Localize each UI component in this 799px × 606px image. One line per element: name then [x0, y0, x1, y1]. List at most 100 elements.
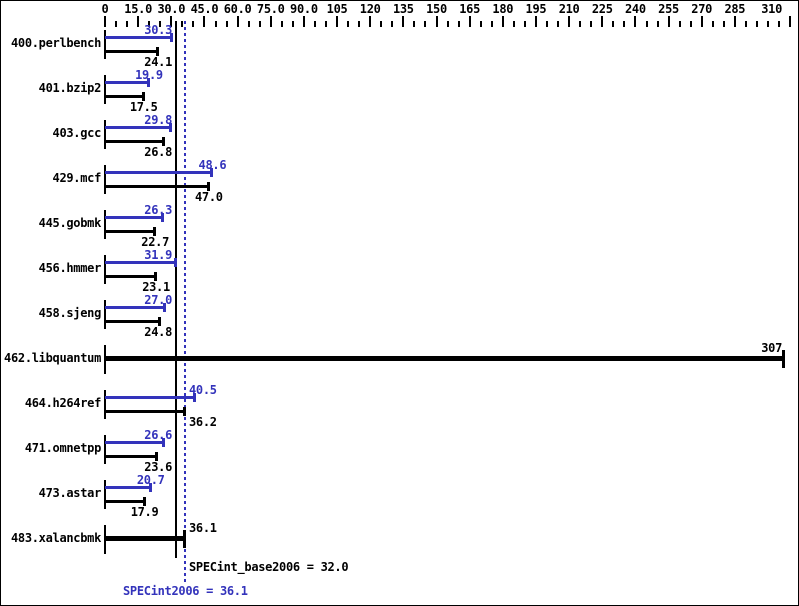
base-value-label: 17.9: [130, 505, 159, 519]
base-value-label: 26.8: [144, 145, 172, 159]
peak-bar: [105, 216, 164, 219]
x-axis-minor-tick: [192, 21, 195, 27]
x-axis-major-tick: [535, 16, 537, 27]
base-value-label: 22.7: [141, 235, 170, 249]
x-axis-minor-tick: [148, 21, 151, 27]
x-axis-minor-tick: [579, 21, 582, 27]
x-axis-tick-label: 150: [426, 2, 447, 16]
specint2006-summary-text: SPECint2006 = 36.1: [123, 584, 248, 598]
result-bar-endcap: [781, 350, 785, 368]
x-axis-minor-tick: [678, 21, 681, 27]
x-axis-minor-tick: [612, 21, 615, 27]
x-axis-tick-label: 105: [326, 2, 348, 16]
x-axis-major-tick: [601, 16, 604, 27]
peak-bar-endcap: [173, 258, 177, 267]
x-axis-minor-tick: [778, 21, 780, 27]
x-axis-tick-label: 225: [591, 2, 613, 16]
x-axis-minor-tick: [490, 21, 493, 27]
base-bar: [105, 185, 209, 188]
x-axis-tick-label: 135: [392, 2, 414, 16]
base-bar-endcap: [154, 272, 158, 281]
benchmark-label: 445.gobmk: [38, 216, 102, 230]
x-axis-minor-tick: [512, 21, 515, 27]
base-bar-endcap: [157, 317, 161, 326]
specint-base2006-summary-text: SPECint_base2006 = 32.0: [189, 560, 349, 574]
x-axis-major-tick: [435, 16, 438, 27]
x-axis-minor-tick: [656, 21, 659, 27]
row-baseline: [104, 255, 106, 284]
x-axis-minor-tick: [380, 21, 383, 27]
x-axis-tick-label: 45.0: [190, 2, 219, 16]
x-axis-minor-tick: [181, 21, 184, 27]
x-axis-minor-tick: [546, 21, 548, 27]
x-axis-major-tick: [733, 16, 736, 27]
peak-bar: [105, 396, 195, 399]
base-value-label: 17.5: [129, 100, 158, 114]
x-axis-major-tick: [170, 16, 173, 27]
x-axis-major-tick: [137, 16, 140, 27]
peak-bar-endcap: [148, 483, 152, 492]
peak-value-label: 26.6: [144, 428, 172, 442]
x-axis-tick-label: 75.0: [256, 2, 285, 16]
result-bar-endcap: [182, 530, 186, 548]
x-axis-minor-tick: [557, 21, 559, 27]
benchmark-label: 473.astar: [38, 486, 102, 500]
peak-bar: [105, 36, 172, 39]
x-axis-major-tick: [402, 16, 405, 27]
x-axis-tick-label: 240: [625, 2, 646, 16]
row-baseline: [104, 75, 106, 104]
x-axis-major-tick: [789, 16, 792, 27]
base-bar: [105, 500, 145, 503]
peak-bar-endcap: [210, 168, 214, 177]
base-bar-endcap: [155, 452, 159, 461]
peak-value-label: 20.7: [136, 473, 165, 487]
x-axis-minor-tick: [258, 21, 261, 27]
benchmark-label: 403.gcc: [52, 126, 102, 140]
peak-bar: [105, 261, 176, 264]
peak-median-line: [183, 21, 186, 584]
benchmark-label: 464.h264ref: [24, 396, 101, 410]
base-bar-endcap: [162, 137, 166, 146]
x-axis-tick-label: 30.0: [157, 2, 186, 16]
peak-value-label: 19.9: [135, 68, 163, 82]
base-bar: [105, 320, 160, 323]
row-baseline: [104, 480, 106, 509]
peak-bar-endcap: [147, 78, 150, 87]
base-bar-endcap: [156, 47, 160, 56]
x-axis-major-tick: [667, 16, 670, 27]
x-axis-minor-tick: [391, 21, 394, 27]
base-median-line: [174, 21, 177, 558]
x-axis-minor-tick: [358, 21, 361, 27]
x-axis-minor-tick: [722, 21, 725, 27]
peak-value-label: 48.6: [198, 158, 227, 172]
x-axis-tick-label: 270: [691, 2, 713, 16]
peak-bar-endcap: [168, 123, 172, 132]
x-axis-major-tick: [700, 16, 703, 27]
row-baseline: [104, 435, 106, 464]
result-value-label: 36.1: [189, 521, 217, 535]
peak-bar: [105, 126, 171, 129]
base-bar: [105, 275, 157, 278]
base-bar: [105, 410, 185, 413]
x-axis-tick-label: 90.0: [290, 2, 318, 16]
base-bar-endcap: [141, 92, 145, 101]
peak-value-label: 26.3: [144, 203, 172, 217]
x-axis-minor-tick: [347, 21, 350, 27]
base-value-label: 47.0: [195, 190, 223, 204]
base-bar-endcap: [206, 182, 210, 191]
peak-bar-endcap: [161, 213, 165, 222]
x-axis-major-tick: [203, 16, 206, 27]
row-baseline: [104, 120, 106, 149]
result-bar: [105, 356, 784, 361]
x-axis-tick-label: 310: [761, 2, 782, 16]
x-axis-minor-tick: [645, 21, 648, 27]
x-axis-tick-label: 15.0: [124, 2, 152, 16]
x-axis-minor-tick: [479, 21, 482, 27]
base-bar: [105, 95, 144, 98]
x-axis-minor-tick: [523, 21, 526, 27]
x-axis-major-tick: [634, 16, 637, 27]
x-axis-tick-label: 120: [359, 2, 381, 16]
x-axis-major-tick: [269, 16, 272, 27]
row-baseline: [104, 30, 106, 59]
peak-value-label: 30.3: [144, 23, 172, 37]
